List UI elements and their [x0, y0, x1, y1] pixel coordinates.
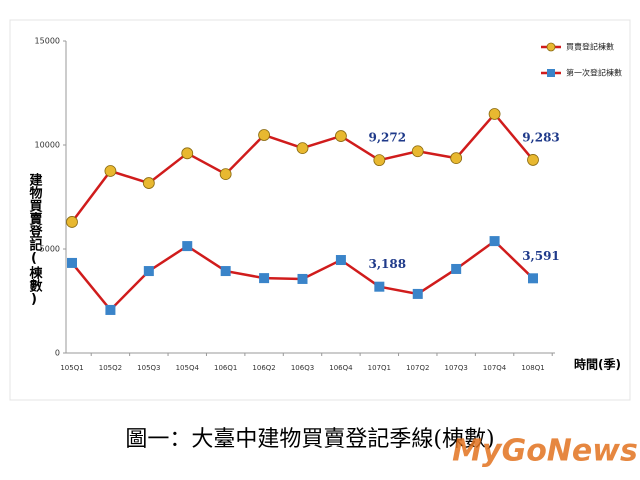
y-tick-label: 15000: [35, 37, 60, 46]
marker: [66, 216, 78, 228]
marker: [181, 147, 194, 160]
marker: [296, 142, 309, 155]
x-tick-label: 106Q4: [329, 364, 353, 372]
x-tick-label: 107Q4: [483, 364, 507, 372]
marker: [528, 273, 538, 284]
marker: [258, 129, 270, 141]
x-tick-label: 105Q4: [176, 364, 200, 372]
legend-label: 第一次登記棟數: [566, 68, 622, 78]
y-tick-label: 0: [55, 349, 60, 358]
legend-marker: [546, 42, 556, 52]
caption: 圖一：大臺中建物買賣登記季線(棟數): [125, 427, 494, 452]
marker: [143, 266, 154, 277]
y-tick-label: 5000: [40, 245, 60, 254]
marker: [412, 288, 423, 299]
marker: [411, 145, 424, 158]
marker: [373, 154, 386, 167]
chart-frame: [9, 19, 631, 401]
legend-marker: [547, 69, 555, 77]
data-label: 3,188: [369, 257, 407, 271]
marker: [220, 266, 231, 277]
marker: [182, 241, 193, 252]
x-tick-label: 107Q2: [406, 364, 429, 372]
marker: [105, 304, 116, 315]
marker: [374, 281, 385, 292]
marker: [104, 165, 117, 177]
x-tick-label: 105Q2: [99, 364, 122, 372]
marker: [142, 177, 155, 189]
x-tick-label: 106Q3: [291, 364, 314, 372]
marker: [67, 257, 77, 268]
marker: [451, 263, 462, 274]
x-tick-label: 105Q1: [60, 364, 83, 372]
x-tick-label: 106Q2: [252, 364, 275, 372]
marker: [335, 255, 346, 266]
x-tick-label: 107Q3: [445, 364, 468, 372]
x-tick-label: 106Q1: [214, 364, 237, 372]
y-axis-label: 建物買賣登記(棟數): [27, 172, 44, 307]
data-label: 9,283: [522, 130, 560, 144]
data-label: 3,591: [522, 249, 560, 263]
watermark: MyGoNews: [452, 434, 638, 469]
y-tick-label: 10000: [35, 141, 60, 150]
x-tick-label: 105Q3: [137, 364, 160, 372]
x-tick-label: 107Q1: [368, 364, 391, 372]
marker: [219, 168, 232, 181]
x-tick-label: 108Q1: [521, 364, 544, 372]
marker: [489, 236, 500, 247]
marker: [335, 130, 347, 142]
data-label: 9,272: [369, 131, 407, 145]
marker: [297, 273, 308, 284]
marker: [488, 108, 501, 120]
marker: [527, 154, 539, 166]
marker: [450, 152, 463, 165]
legend-label: 買賣登記棟數: [566, 42, 614, 52]
marker: [259, 273, 270, 284]
x-axis-label: 時間(季): [574, 357, 621, 372]
